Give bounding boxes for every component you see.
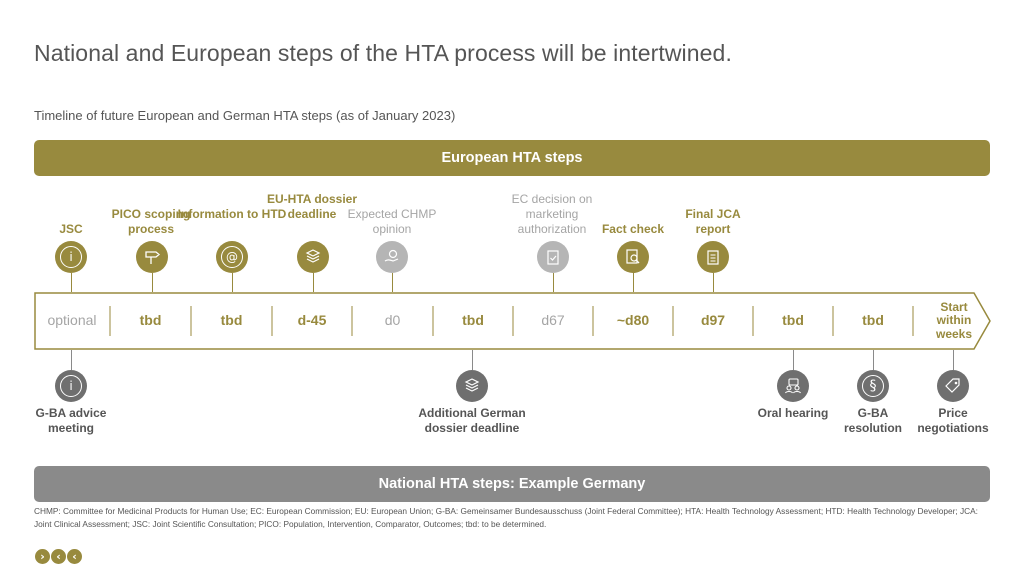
connector-line [713, 273, 714, 292]
magnifier-document-icon [617, 241, 649, 273]
connector-line [793, 350, 794, 370]
timeline-cell-optional: optional [47, 312, 97, 329]
hand-coin-icon [376, 241, 408, 273]
info-icon: i [55, 241, 87, 273]
timeline-cell: d-45 [297, 312, 327, 329]
company-logo: › ‹ ‹ [35, 549, 82, 564]
logo-mark: ‹ [67, 549, 82, 564]
connector-line [313, 273, 314, 292]
national-step-label-resolution: G-BA resolution [843, 406, 902, 435]
logo-mark: › [35, 549, 50, 564]
timeline-cell: tbd [782, 312, 804, 329]
timeline-cell: d0 [384, 312, 401, 329]
connector-line [633, 273, 634, 292]
connector-line [71, 273, 72, 292]
at-icon: @ [216, 241, 248, 273]
timeline-arrow: optional tbd tbd d-45 d0 tbd d67 ~d80 d9… [34, 292, 992, 350]
paragraph-icon: § [857, 370, 889, 402]
eu-step-label-chmp: Expected CHMP opinion [347, 207, 437, 236]
eu-step-label-fact-check: Fact check [601, 222, 665, 236]
page-subtitle: Timeline of future European and German H… [34, 108, 456, 123]
timeline-cell: tbd [462, 312, 484, 329]
clipboard-list-icon [697, 241, 729, 273]
timeline-cell: d67 [541, 312, 565, 329]
eu-step-label-information: Information to HTD [177, 207, 287, 221]
signpost-icon [136, 241, 168, 273]
connector-line [392, 273, 393, 292]
connector-line [71, 350, 72, 370]
timeline-cell: tbd [139, 312, 162, 329]
national-step-label-advice: G-BA advice meeting [35, 406, 107, 435]
timeline-cell: tbd [220, 312, 243, 329]
connector-line [953, 350, 954, 370]
eu-step-label-ec-decision: EC decision on marketing authorization [511, 192, 593, 236]
timeline-cell-start-within-weeks: Start within weeks [935, 300, 973, 341]
national-step-label-price: Price negotiations [917, 406, 989, 435]
footnote: CHMP: Committee for Medicinal Products f… [34, 506, 978, 529]
eu-step-label-dossier: EU-HTA dossier deadline [267, 192, 358, 221]
connector-line [553, 273, 554, 292]
european-steps-band: European HTA steps [34, 140, 990, 176]
document-stack-icon [456, 370, 488, 402]
connector-line [232, 273, 233, 292]
timeline-cell: ~d80 [616, 312, 650, 329]
national-steps-band: National HTA steps: Example Germany [34, 466, 990, 502]
connector-line [152, 273, 153, 292]
document-stack-icon [297, 241, 329, 273]
connector-line [472, 350, 473, 370]
people-speech-icon [777, 370, 809, 402]
timeline-cell: tbd [862, 312, 884, 329]
timeline-cell: d97 [700, 312, 726, 329]
eu-step-label-pico: PICO scoping process [111, 207, 191, 236]
national-step-label-dossier: Additional German dossier deadline [418, 406, 526, 435]
logo-mark: ‹ [51, 549, 66, 564]
info-icon: i [55, 370, 87, 402]
page-title: National and European steps of the HTA p… [34, 40, 732, 66]
clipboard-check-icon [537, 241, 569, 273]
eu-step-label-jsc: JSC [59, 222, 83, 236]
price-tag-icon [937, 370, 969, 402]
connector-line [873, 350, 874, 370]
national-step-label-oral-hearing: Oral hearing [757, 406, 829, 420]
eu-step-label-final-jca: Final JCA report [685, 207, 741, 236]
